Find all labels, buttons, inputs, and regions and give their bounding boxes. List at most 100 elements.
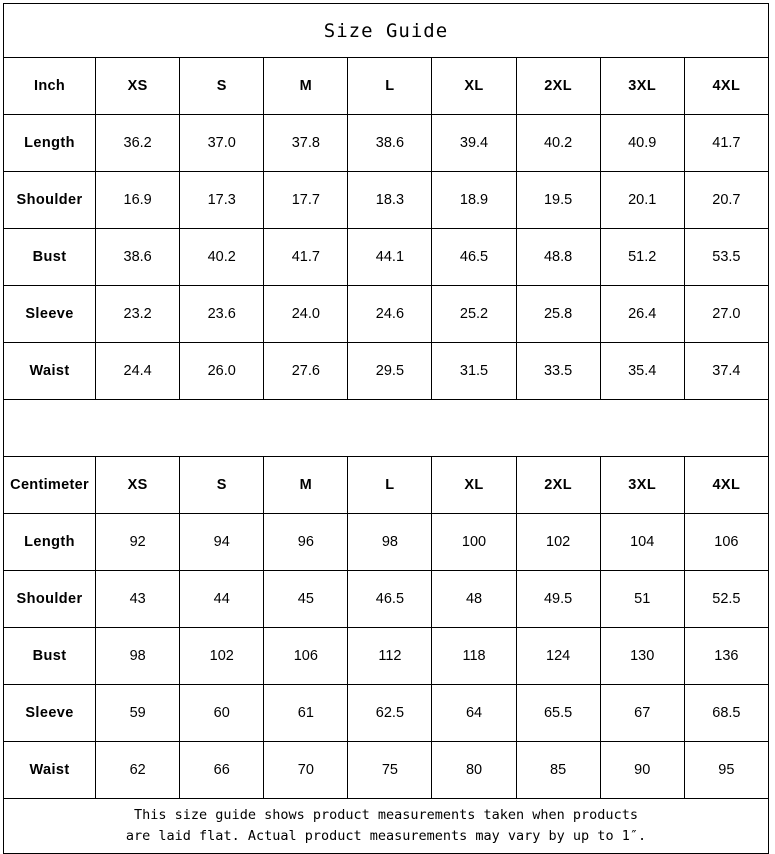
measurement-cell: 66 [179, 741, 265, 799]
measurement-cell: 37.0 [179, 114, 265, 172]
measurement-cell: 24.4 [95, 342, 181, 400]
row-label-sleeve: Sleeve [2, 684, 97, 742]
measurement-cell: 16.9 [95, 171, 181, 229]
size-header-m: M [263, 456, 349, 514]
measurement-cell: 46.5 [347, 570, 433, 628]
row-label-shoulder: Shoulder [2, 570, 97, 628]
measurement-cell: 51.2 [599, 228, 685, 286]
measurement-cell: 27.0 [683, 285, 770, 343]
measurement-cell: 18.3 [347, 171, 433, 229]
measurement-cell: 61 [263, 684, 349, 742]
measurement-cell: 80 [431, 741, 517, 799]
measurement-cell: 85 [515, 741, 601, 799]
measurement-cell: 27.6 [263, 342, 349, 400]
size-header-4xl: 4XL [683, 456, 770, 514]
size-header-s: S [179, 57, 265, 115]
measurement-cell: 95 [683, 741, 770, 799]
measurement-cell: 48 [431, 570, 517, 628]
measurement-cell: 44 [179, 570, 265, 628]
size-header-xl: XL [431, 456, 517, 514]
unit-label-inch: Inch [2, 57, 97, 115]
measurement-cell: 20.7 [683, 171, 770, 229]
table-row: Shoulder 43 44 45 46.5 48 49.5 51 52.5 [2, 570, 770, 628]
table-row: Waist 62 66 70 75 80 85 90 95 [2, 741, 770, 799]
measurement-cell: 20.1 [599, 171, 685, 229]
measurement-cell: 36.2 [95, 114, 181, 172]
measurement-cell: 94 [179, 513, 265, 571]
measurement-cell: 96 [263, 513, 349, 571]
size-guide-sheet: Size Guide Inch XS S M L XL 2XL 3XL 4XL Length 36.2… [0, 3, 775, 854]
row-label-length: Length [2, 114, 97, 172]
size-header-2xl: 2XL [515, 456, 601, 514]
measurement-cell: 106 [263, 627, 349, 685]
measurement-cell: 130 [599, 627, 685, 685]
measurement-cell: 106 [683, 513, 770, 571]
size-header-s: S [179, 456, 265, 514]
measurement-cell: 59 [95, 684, 181, 742]
measurement-cell: 92 [95, 513, 181, 571]
table-row: Bust 38.6 40.2 41.7 44.1 46.5 48.8 51.2 53.5 [2, 228, 770, 286]
header-row-inch: Inch XS S M L XL 2XL 3XL 4XL [2, 57, 770, 115]
size-header-2xl: 2XL [515, 57, 601, 115]
measurement-cell: 53.5 [683, 228, 770, 286]
measurement-cell: 24.6 [347, 285, 433, 343]
header-row-centimeter: Centimeter XS S M L XL 2XL 3XL 4XL [2, 456, 770, 514]
table-row: Waist 24.4 26.0 27.6 29.5 31.5 33.5 35.4 37.4 [2, 342, 770, 400]
measurement-cell: 23.6 [179, 285, 265, 343]
measurement-cell: 43 [95, 570, 181, 628]
measurement-cell: 46.5 [431, 228, 517, 286]
size-header-l: L [347, 456, 433, 514]
measurement-cell: 37.8 [263, 114, 349, 172]
spacer-row [3, 399, 769, 457]
measurement-cell: 40.9 [599, 114, 685, 172]
measurement-cell: 98 [347, 513, 433, 571]
measurement-cell: 62 [95, 741, 181, 799]
measurement-cell: 19.5 [515, 171, 601, 229]
size-header-m: M [263, 57, 349, 115]
size-guide-body: Size Guide Inch XS S M L XL 2XL 3XL 4XL Length 36.2… [2, 3, 770, 854]
table-row: Bust 98 102 106 112 118 124 130 136 [2, 627, 770, 685]
size-header-xl: XL [431, 57, 517, 115]
measurement-cell: 64 [431, 684, 517, 742]
measurement-cell: 70 [263, 741, 349, 799]
table-row: Length 36.2 37.0 37.8 38.6 39.4 40.2 40.9 41.7 [2, 114, 770, 172]
measurement-cell: 68.5 [683, 684, 770, 742]
measurement-cell: 49.5 [515, 570, 601, 628]
row-label-bust: Bust [2, 627, 97, 685]
size-guide-table: Size Guide Inch XS S M L XL 2XL 3XL 4XL Length 36.2… [2, 3, 770, 854]
measurement-cell: 104 [599, 513, 685, 571]
measurement-cell: 48.8 [515, 228, 601, 286]
measurement-cell: 44.1 [347, 228, 433, 286]
spacer-cell [3, 399, 769, 457]
measurement-cell: 118 [431, 627, 517, 685]
size-header-3xl: 3XL [599, 57, 685, 115]
row-label-shoulder: Shoulder [2, 171, 97, 229]
measurement-cell: 102 [179, 627, 265, 685]
size-header-3xl: 3XL [599, 456, 685, 514]
row-label-sleeve: Sleeve [2, 285, 97, 343]
measurement-cell: 41.7 [263, 228, 349, 286]
table-row: Sleeve 59 60 61 62.5 64 65.5 67 68.5 [2, 684, 770, 742]
measurement-cell: 65.5 [515, 684, 601, 742]
measurement-cell: 33.5 [515, 342, 601, 400]
size-header-xs: XS [95, 456, 181, 514]
measurement-cell: 102 [515, 513, 601, 571]
unit-label-centimeter: Centimeter [2, 456, 97, 514]
measurement-cell: 35.4 [599, 342, 685, 400]
row-label-waist: Waist [2, 342, 97, 400]
size-header-4xl: 4XL [683, 57, 770, 115]
measurement-cell: 100 [431, 513, 517, 571]
measurement-cell: 67 [599, 684, 685, 742]
measurement-cell: 24.0 [263, 285, 349, 343]
measurement-cell: 26.4 [599, 285, 685, 343]
size-header-xs: XS [95, 57, 181, 115]
row-label-bust: Bust [2, 228, 97, 286]
measurement-cell: 40.2 [179, 228, 265, 286]
measurement-cell: 52.5 [683, 570, 770, 628]
table-row: Length 92 94 96 98 100 102 104 106 [2, 513, 770, 571]
footer-note-row: This size guide shows product measuremen… [3, 798, 769, 854]
measurement-cell: 31.5 [431, 342, 517, 400]
table-row: Sleeve 23.2 23.6 24.0 24.6 25.2 25.8 26.4 27.0 [2, 285, 770, 343]
measurement-cell: 37.4 [683, 342, 770, 400]
measurement-cell: 17.3 [179, 171, 265, 229]
